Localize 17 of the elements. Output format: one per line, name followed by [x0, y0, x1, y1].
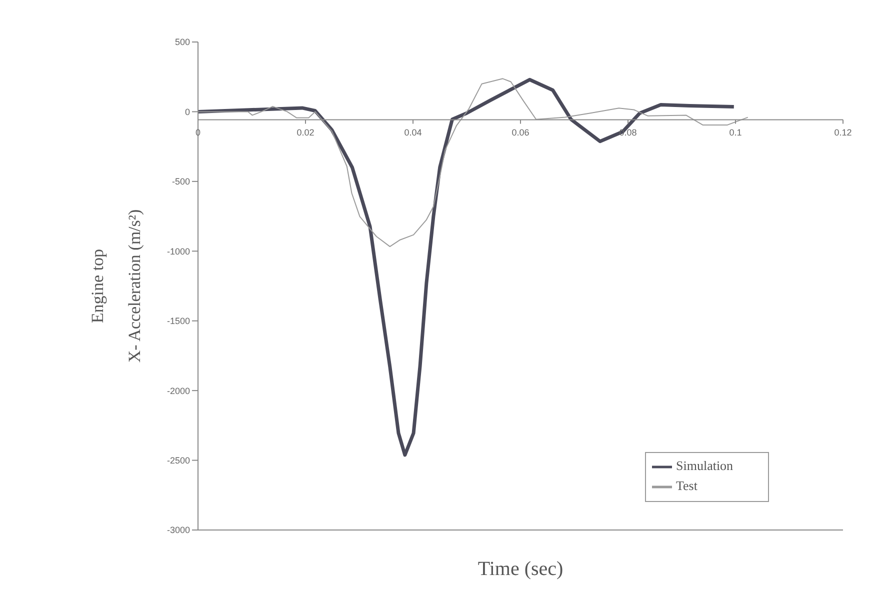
y-tick-label: 500	[174, 37, 190, 48]
y-tick-label: -1500	[166, 316, 190, 326]
x-tick-label: 0.1	[729, 128, 742, 138]
y-tick-label: 0	[184, 106, 190, 117]
y-tick-label: -2500	[166, 455, 190, 466]
y-tick-label: -3000	[166, 525, 190, 536]
x-axis-title: Time (sec)	[478, 558, 564, 580]
y-axis-title: Engine top X- Acceleration (m/s²)	[88, 209, 144, 363]
legend-label: Test	[676, 478, 698, 493]
x-tick-label: 0.04	[404, 128, 422, 138]
y-tick-label: -2000	[166, 386, 190, 396]
x-tick-label: 0.02	[296, 128, 314, 138]
x-tick-label: 0.06	[512, 128, 530, 138]
y-tick-label: -1000	[166, 246, 190, 256]
legend-label: Simulation	[676, 458, 734, 473]
y-tick-label: -500	[172, 176, 190, 187]
x-tick-label: 0.12	[834, 128, 852, 138]
